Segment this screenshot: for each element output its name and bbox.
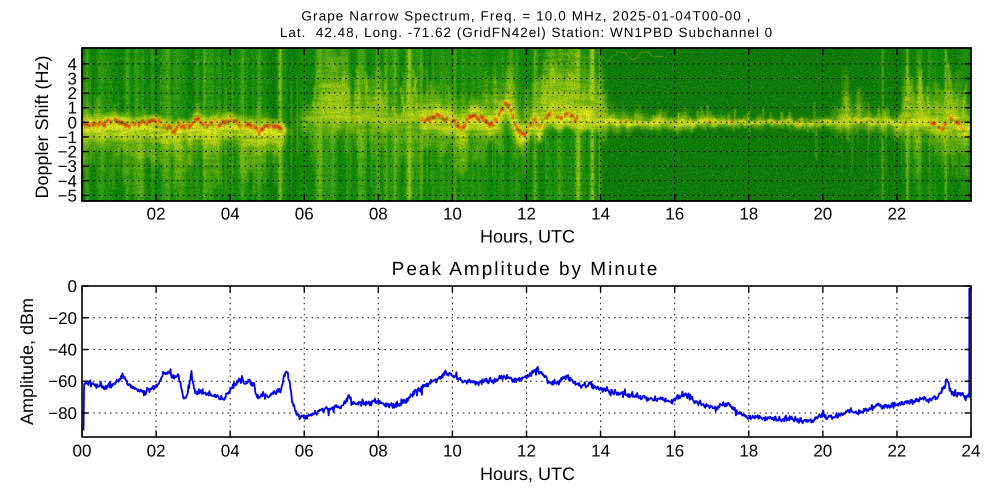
svg-text:18: 18 xyxy=(739,442,758,461)
svg-text:16: 16 xyxy=(665,442,684,461)
svg-text:20: 20 xyxy=(813,442,832,461)
svg-text:2: 2 xyxy=(68,84,77,103)
svg-text:−5: −5 xyxy=(58,186,77,205)
svg-text:−4: −4 xyxy=(58,172,77,191)
svg-text:−3: −3 xyxy=(58,157,77,176)
svg-text:Hours, UTC: Hours, UTC xyxy=(480,226,575,246)
svg-text:02: 02 xyxy=(147,205,166,224)
svg-text:−40: −40 xyxy=(48,341,77,360)
svg-text:20: 20 xyxy=(813,205,832,224)
svg-text:14: 14 xyxy=(591,205,610,224)
svg-text:00: 00 xyxy=(73,442,92,461)
svg-text:14: 14 xyxy=(591,442,610,461)
svg-text:06: 06 xyxy=(295,442,314,461)
svg-text:04: 04 xyxy=(221,442,240,461)
svg-text:08: 08 xyxy=(369,442,388,461)
svg-text:3: 3 xyxy=(68,69,77,88)
svg-text:1: 1 xyxy=(68,99,77,118)
svg-text:−80: −80 xyxy=(48,404,77,423)
svg-text:Grape Narrow Spectrum, Freq. =: Grape Narrow Spectrum, Freq. = 10.0 MHz,… xyxy=(301,8,751,23)
svg-text:Amplitude, dBm: Amplitude, dBm xyxy=(17,298,37,425)
svg-text:18: 18 xyxy=(739,205,758,224)
svg-text:Peak Amplitude by Minute: Peak Amplitude by Minute xyxy=(392,259,660,280)
svg-text:Doppler Shift (Hz): Doppler Shift (Hz) xyxy=(32,55,52,198)
svg-text:08: 08 xyxy=(369,205,388,224)
svg-text:4: 4 xyxy=(68,55,77,74)
svg-text:22: 22 xyxy=(887,205,906,224)
svg-text:24: 24 xyxy=(962,442,981,461)
svg-text:0: 0 xyxy=(68,113,77,132)
svg-text:12: 12 xyxy=(517,205,536,224)
svg-text:−60: −60 xyxy=(48,372,77,391)
svg-text:16: 16 xyxy=(665,205,684,224)
svg-text:22: 22 xyxy=(887,442,906,461)
svg-text:−1: −1 xyxy=(58,128,77,147)
svg-text:10: 10 xyxy=(443,205,462,224)
svg-text:−20: −20 xyxy=(48,309,77,328)
svg-text:Hours, UTC: Hours, UTC xyxy=(480,464,575,484)
svg-text:−2: −2 xyxy=(58,143,77,162)
svg-text:06: 06 xyxy=(295,205,314,224)
svg-text:Lat. 42.48, Long. -71.62 (Gri: Lat. 42.48, Long. -71.62 (GridFN42el) St… xyxy=(280,25,773,40)
svg-text:04: 04 xyxy=(221,205,240,224)
svg-text:12: 12 xyxy=(517,442,536,461)
svg-text:10: 10 xyxy=(443,442,462,461)
svg-text:02: 02 xyxy=(147,442,166,461)
svg-text:0: 0 xyxy=(68,277,77,296)
